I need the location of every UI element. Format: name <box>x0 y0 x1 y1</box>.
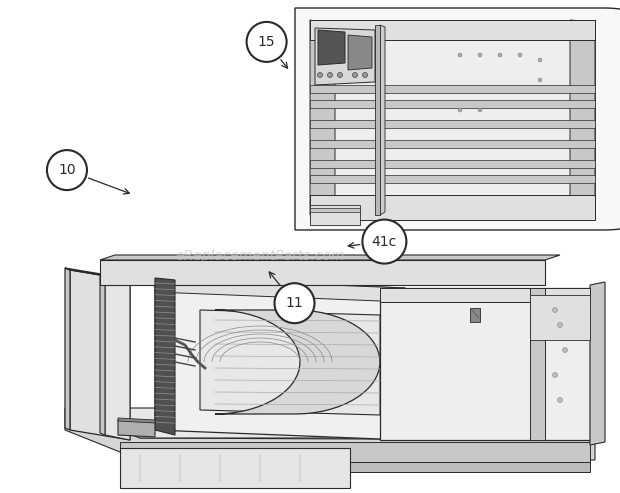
Polygon shape <box>310 100 595 108</box>
Polygon shape <box>118 418 155 423</box>
Circle shape <box>557 397 562 402</box>
Circle shape <box>317 72 322 77</box>
Polygon shape <box>310 208 360 212</box>
Polygon shape <box>65 268 70 430</box>
Polygon shape <box>155 278 175 435</box>
Polygon shape <box>310 20 335 215</box>
Polygon shape <box>315 28 375 85</box>
Polygon shape <box>310 140 595 148</box>
Polygon shape <box>470 308 480 322</box>
Circle shape <box>363 72 368 77</box>
Polygon shape <box>318 30 345 65</box>
Polygon shape <box>310 195 595 220</box>
Polygon shape <box>100 260 545 285</box>
Circle shape <box>557 322 562 327</box>
Polygon shape <box>65 408 595 460</box>
Circle shape <box>518 53 522 57</box>
Polygon shape <box>570 20 595 220</box>
Polygon shape <box>120 442 590 462</box>
Polygon shape <box>530 295 590 340</box>
Polygon shape <box>155 278 405 440</box>
Polygon shape <box>70 270 130 440</box>
Circle shape <box>478 53 482 57</box>
Circle shape <box>478 108 482 112</box>
Circle shape <box>353 72 358 77</box>
Polygon shape <box>310 160 595 168</box>
Circle shape <box>562 348 567 352</box>
Circle shape <box>538 78 542 82</box>
Polygon shape <box>310 120 595 128</box>
Circle shape <box>363 219 406 264</box>
Text: 10: 10 <box>58 163 76 177</box>
Text: eReplacementParts.com: eReplacementParts.com <box>175 249 345 263</box>
Polygon shape <box>120 462 590 472</box>
Polygon shape <box>380 25 385 215</box>
Polygon shape <box>100 276 105 435</box>
Circle shape <box>47 150 87 190</box>
Circle shape <box>337 72 342 77</box>
Polygon shape <box>100 255 560 260</box>
Polygon shape <box>65 268 130 280</box>
Circle shape <box>498 53 502 57</box>
Polygon shape <box>310 20 595 40</box>
Polygon shape <box>120 448 350 488</box>
Polygon shape <box>310 205 360 225</box>
Circle shape <box>552 308 557 313</box>
Polygon shape <box>215 310 380 414</box>
Circle shape <box>538 58 542 62</box>
Text: 11: 11 <box>286 296 303 310</box>
Polygon shape <box>590 282 605 445</box>
Circle shape <box>552 373 557 378</box>
Text: 41c: 41c <box>372 235 397 248</box>
Polygon shape <box>380 288 590 440</box>
Circle shape <box>247 22 286 62</box>
Polygon shape <box>155 278 405 302</box>
Circle shape <box>458 53 462 57</box>
Polygon shape <box>310 85 595 93</box>
Polygon shape <box>200 310 380 415</box>
Circle shape <box>458 108 462 112</box>
Text: 15: 15 <box>258 35 275 49</box>
Polygon shape <box>118 420 155 437</box>
Polygon shape <box>310 20 595 215</box>
Polygon shape <box>380 288 590 302</box>
Polygon shape <box>65 408 595 438</box>
Polygon shape <box>295 8 620 230</box>
Circle shape <box>275 283 314 323</box>
Polygon shape <box>348 35 372 70</box>
Polygon shape <box>530 288 545 440</box>
Circle shape <box>327 72 332 77</box>
Polygon shape <box>310 175 595 183</box>
Polygon shape <box>105 278 130 440</box>
Polygon shape <box>375 25 380 215</box>
